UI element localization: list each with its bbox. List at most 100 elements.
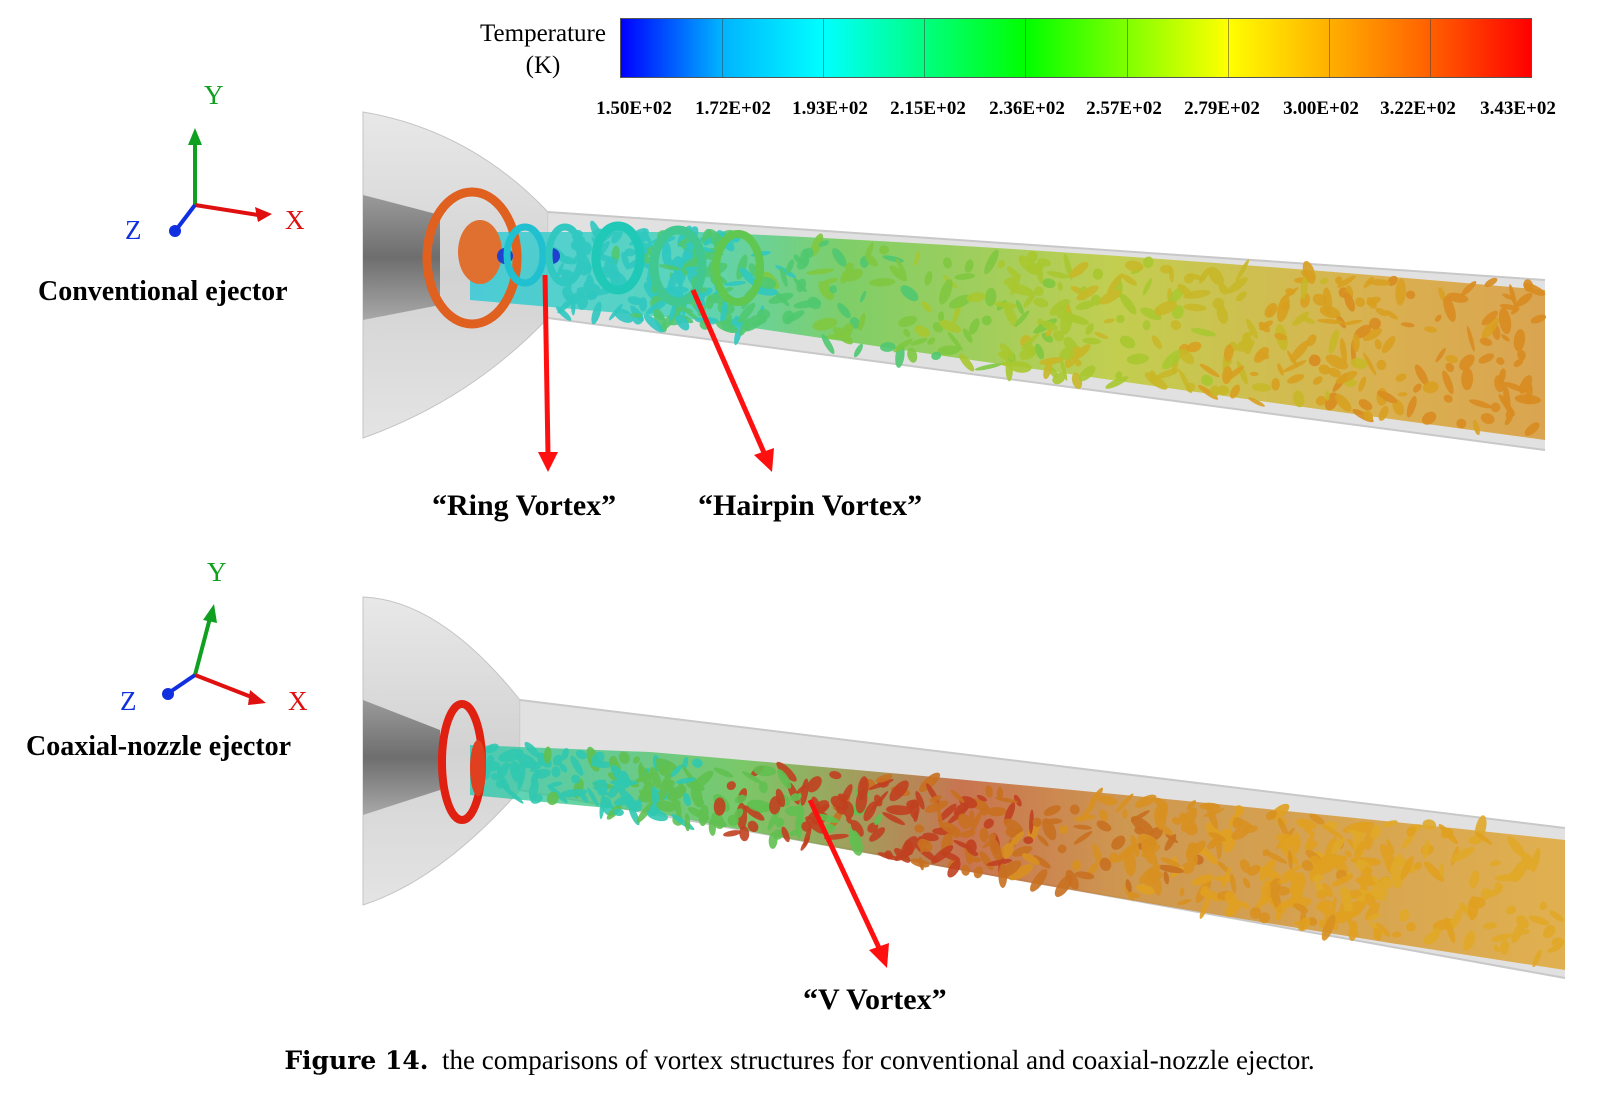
vortex-blob (939, 278, 953, 305)
vortex-blob (775, 788, 786, 808)
vortex-blob (805, 816, 825, 834)
vortex-blob (874, 813, 883, 826)
vortex-blob (1180, 807, 1198, 832)
vortex-blob (976, 794, 987, 802)
vortex-blob (1292, 311, 1310, 326)
vortex-blob (1162, 349, 1183, 370)
vortex-blob (638, 297, 648, 312)
vortex-blob (1003, 277, 1016, 286)
vortex-blob (1312, 293, 1327, 306)
vortex-blob (1066, 303, 1071, 316)
vortex-blob (667, 271, 679, 291)
vortex-blob (1231, 827, 1249, 840)
vortex-blob (1276, 295, 1290, 322)
vortex-blob (1335, 276, 1343, 285)
vortex-blob (907, 347, 918, 363)
colorbar-title-line2: (K) (525, 52, 561, 79)
vortex-blob (621, 251, 630, 270)
vortex-blob (858, 312, 866, 331)
vortex-blob (997, 260, 1006, 269)
vortex-blob (1119, 335, 1136, 349)
vortex-blob (1390, 853, 1403, 877)
vortex-blob (1319, 278, 1329, 285)
vortex-blob (796, 257, 810, 270)
vortex-blob (981, 315, 992, 326)
vortex-blob (1515, 292, 1533, 307)
colorbar-divider (722, 19, 724, 77)
vortex-blob (865, 254, 878, 267)
vortex-blob (973, 866, 984, 879)
vortex-blob (924, 800, 949, 813)
vortex-blob (571, 774, 581, 784)
vortex-blob (643, 314, 664, 333)
vortex-blob (785, 805, 805, 817)
colorbar-divider (1429, 19, 1431, 77)
vortex-blob (1103, 318, 1115, 324)
vortex-blob (670, 764, 683, 778)
vortex-blob (1271, 378, 1280, 391)
vortex-blob (1325, 354, 1349, 370)
vortex-blob (994, 796, 1018, 804)
vortex-blob (753, 765, 777, 777)
vortex-blob (929, 795, 942, 803)
vortex-blob (517, 767, 526, 791)
vortex-blob (599, 793, 605, 820)
vortex-blob (821, 334, 835, 355)
vortex-blob (546, 791, 559, 806)
vortex-blob (1542, 924, 1556, 939)
vortex-blob (1285, 288, 1296, 296)
vortex-blob (985, 287, 997, 307)
vortex-blob (879, 245, 889, 255)
vortex-blob (1004, 802, 1016, 824)
x-axis-label-top: X (285, 205, 305, 235)
vortex-blob (1439, 863, 1445, 877)
vortex-blob (1022, 853, 1040, 866)
vortex-blob (636, 801, 654, 823)
vortex-blob (1200, 885, 1210, 895)
vortex-blob (1178, 348, 1195, 365)
vortex-blob (1443, 296, 1456, 322)
vortex-blob (1073, 359, 1082, 367)
vortex-blob (1206, 803, 1219, 830)
vortex-blob (667, 785, 687, 801)
vortex-blob (738, 302, 756, 323)
vortex-blob (1274, 333, 1287, 341)
vortex-blob (1009, 831, 1025, 848)
vortex-blob (823, 277, 838, 285)
vortex-blob (1287, 374, 1305, 384)
vortex-blob (1395, 373, 1407, 382)
vortex-blob (1116, 314, 1125, 324)
vortex-blob (658, 264, 681, 271)
vortex-blob (1369, 317, 1381, 330)
vortex-blob (1365, 902, 1381, 921)
vortex-blob (557, 294, 578, 314)
vortex-blob (868, 278, 896, 287)
vortex-blob (1232, 817, 1244, 830)
vortex-blob (837, 793, 847, 802)
vortex-blob (937, 345, 960, 356)
vortex-blob (989, 836, 1003, 863)
vortex-blob (1085, 323, 1094, 335)
vortex-blob (869, 827, 886, 842)
vortex-blob (954, 273, 976, 280)
vortex-blob (882, 812, 906, 826)
vortex-blob (1363, 352, 1377, 376)
vortex-blob (910, 858, 930, 868)
vortex-blob (1099, 857, 1112, 871)
vortex-blob (1119, 293, 1137, 315)
vortex-blob (1402, 832, 1415, 849)
vortex-blob (723, 830, 742, 837)
vortex-blob (723, 281, 747, 286)
vortex-blob (510, 760, 522, 783)
vortex-blob (1260, 880, 1271, 905)
vortex-blob (1199, 363, 1220, 378)
vortex-blob (910, 338, 928, 346)
vortex-blob (1298, 917, 1311, 932)
vortex-blob (939, 320, 962, 333)
ring-vortex-annotation: “Ring Vortex” (432, 489, 617, 522)
vortex-blob (1354, 841, 1366, 858)
vortex-blob (587, 787, 599, 807)
vortex-blob (1382, 820, 1398, 828)
vortex-blob (1163, 826, 1173, 839)
vortex-blob (1290, 340, 1309, 362)
